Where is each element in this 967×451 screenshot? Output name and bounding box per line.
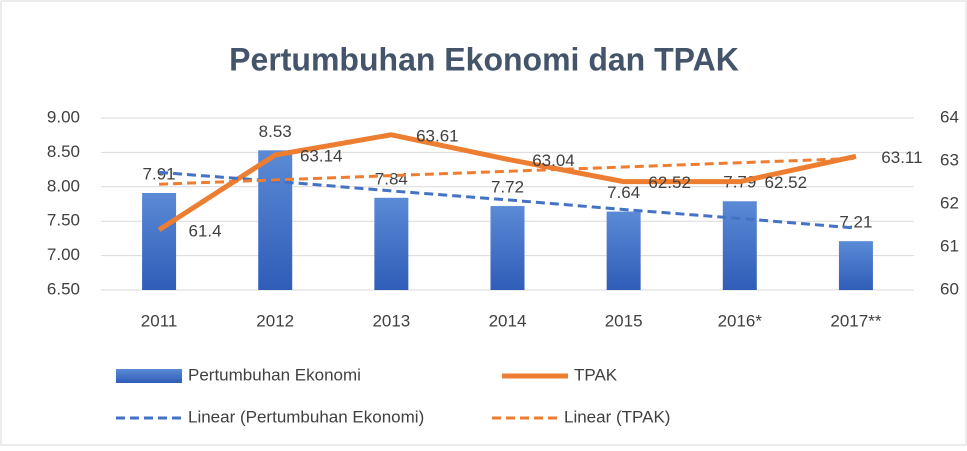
data-label: 63.11 <box>881 148 922 167</box>
data-label: 7.72 <box>491 178 524 197</box>
y2-tick-label: 61 <box>940 236 959 255</box>
y-tick-label: 8.00 <box>47 176 80 195</box>
bar <box>838 241 873 290</box>
line <box>157 132 857 232</box>
bar <box>258 150 293 290</box>
bar <box>490 206 525 290</box>
x-tick-label: 2016* <box>718 311 763 330</box>
bar <box>374 197 409 290</box>
y2-tick-label: 60 <box>940 279 959 298</box>
y-tick-label: 6.50 <box>47 279 80 298</box>
data-label: 63.04 <box>532 151 575 170</box>
bar <box>142 192 177 290</box>
data-label: 63.61 <box>416 126 459 145</box>
data-label: 7.64 <box>607 183 640 202</box>
data-label: 8.53 <box>259 122 292 141</box>
x-tick-label: 2013 <box>372 311 410 330</box>
chart-title: Pertumbuhan Ekonomi dan TPAK <box>229 41 739 77</box>
data-label: 7.21 <box>839 213 872 232</box>
x-tick-label: 2014 <box>489 311 527 330</box>
x-tick-label: 2012 <box>256 311 294 330</box>
legend-label: Pertumbuhan Ekonomi <box>188 365 361 384</box>
legend-label: Linear (TPAK) <box>564 407 670 426</box>
bar <box>606 211 641 290</box>
data-label: 7.91 <box>143 164 176 183</box>
y-tick-label: 9.00 <box>47 107 80 126</box>
legend-label: Linear (Pertumbuhan Ekonomi) <box>188 407 424 426</box>
x-tick-label: 2015 <box>605 311 643 330</box>
legend-swatch <box>116 369 182 383</box>
data-label: 61.4 <box>189 221 222 240</box>
y-tick-label: 8.50 <box>47 142 80 161</box>
bar <box>722 201 757 290</box>
data-label: 7.84 <box>375 169 408 188</box>
x-tick-label: 2011 <box>141 311 178 330</box>
trend-line <box>159 156 856 186</box>
y2-tick-label: 64 <box>940 107 959 126</box>
x-tick-label: 2017** <box>830 311 881 330</box>
y-tick-label: 7.00 <box>47 245 80 264</box>
legend-label: TPAK <box>574 365 618 384</box>
y2-tick-label: 62 <box>940 193 959 212</box>
y2-tick-label: 63 <box>940 150 959 169</box>
data-label: 62.52 <box>765 173 808 192</box>
y-tick-label: 7.50 <box>47 211 80 230</box>
data-label: 62.52 <box>648 173 691 192</box>
data-label: 63.14 <box>300 146 343 165</box>
